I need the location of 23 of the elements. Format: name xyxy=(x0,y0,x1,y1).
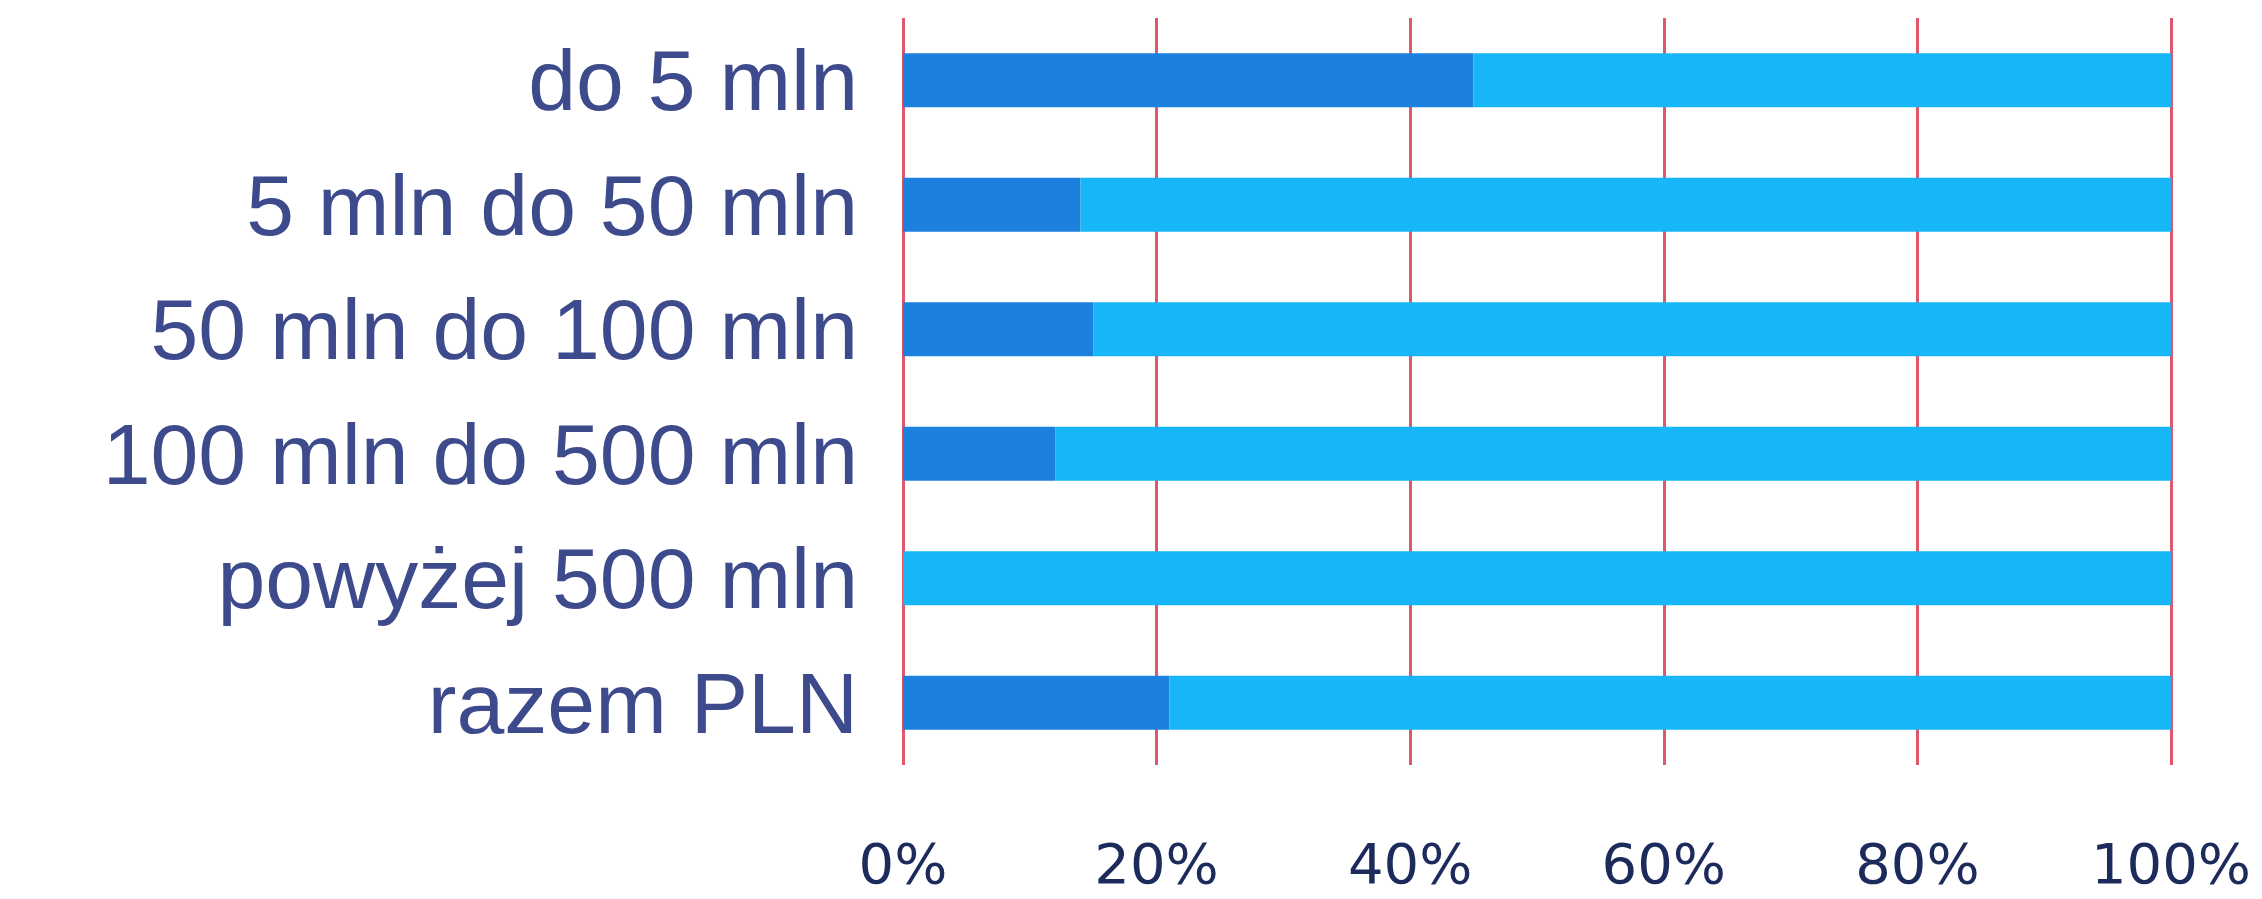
y-tick-label: 100 mln do 500 mln xyxy=(102,405,858,502)
bar xyxy=(1055,426,2171,481)
bar xyxy=(903,675,1170,730)
bar xyxy=(1473,53,2171,108)
x-tick-label: 0% xyxy=(858,830,948,896)
bar xyxy=(1093,302,2171,357)
bar xyxy=(903,426,1056,481)
x-tick-label: 80% xyxy=(1855,830,1980,896)
y-tick-label: do 5 mln xyxy=(528,32,858,129)
bar xyxy=(903,177,1081,232)
x-tick-label: 100% xyxy=(2090,830,2252,896)
y-tick-label: powyżej 500 mln xyxy=(217,530,858,627)
x-tick-label: 60% xyxy=(1601,830,1727,896)
bar xyxy=(903,302,1094,357)
x-tick-label: 20% xyxy=(1094,830,1219,896)
bar xyxy=(903,551,2171,606)
x-tick-label: 40% xyxy=(1347,830,1473,896)
y-tick-label: 5 mln do 50 mln xyxy=(246,156,858,253)
y-tick-label: 50 mln do 100 mln xyxy=(150,281,858,378)
bar xyxy=(903,53,1474,108)
y-tick-label: razem PLN xyxy=(427,654,858,751)
bar xyxy=(1169,675,2171,730)
bar xyxy=(1080,177,2171,232)
